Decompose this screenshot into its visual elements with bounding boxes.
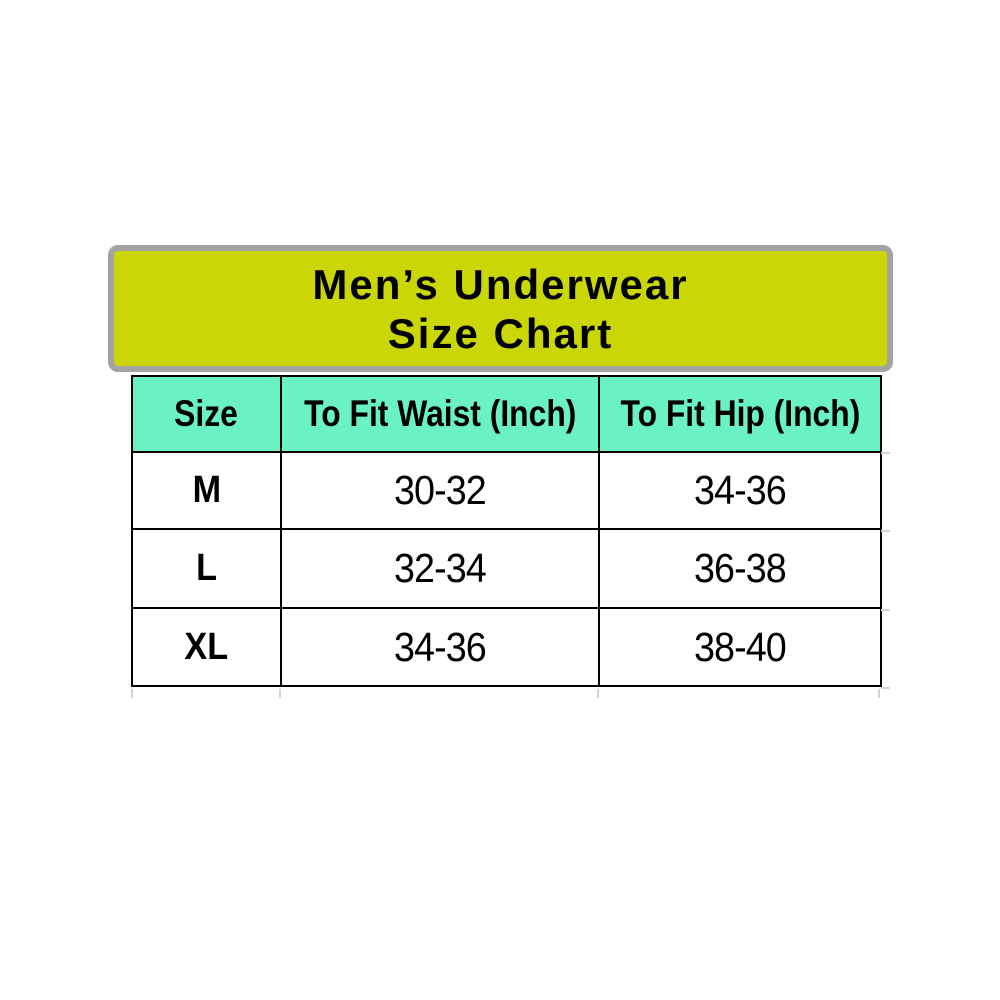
header-waist: To Fit Waist (Inch) <box>280 375 600 453</box>
table-row-m: M 30-32 34-36 <box>131 451 882 530</box>
hip-cell: 36-38 <box>598 528 882 609</box>
waist-cell: 32-34 <box>280 528 600 609</box>
crop-artifact-line <box>881 530 890 532</box>
header-hip: To Fit Hip (Inch) <box>598 375 882 453</box>
size-cell: XL <box>131 607 282 687</box>
hip-cell: 38-40 <box>598 607 882 687</box>
table-row-xl: XL 34-36 38-40 <box>131 607 882 687</box>
table-header-row: Size To Fit Waist (Inch) To Fit Hip (Inc… <box>131 375 882 453</box>
size-chart-table: Size To Fit Waist (Inch) To Fit Hip (Inc… <box>131 375 882 687</box>
crop-artifact-line <box>279 689 281 698</box>
page-title-line1: Men’s Underwear <box>312 260 689 308</box>
size-cell: L <box>131 528 282 609</box>
header-size: Size <box>131 375 282 453</box>
page-title-line2: Size Chart <box>387 309 614 357</box>
crop-artifact-line <box>881 687 890 689</box>
crop-artifact-line <box>131 689 133 698</box>
crop-artifact-line <box>881 609 890 611</box>
hip-cell: 34-36 <box>598 451 882 530</box>
crop-artifact-line <box>878 689 880 698</box>
waist-cell: 34-36 <box>280 607 600 687</box>
title-banner: Men’s Underwear Size Chart <box>108 245 893 372</box>
table-row-l: L 32-34 36-38 <box>131 528 882 609</box>
size-cell: M <box>131 451 282 530</box>
crop-artifact-line <box>881 452 890 454</box>
crop-artifact-line <box>597 689 599 698</box>
waist-cell: 30-32 <box>280 451 600 530</box>
